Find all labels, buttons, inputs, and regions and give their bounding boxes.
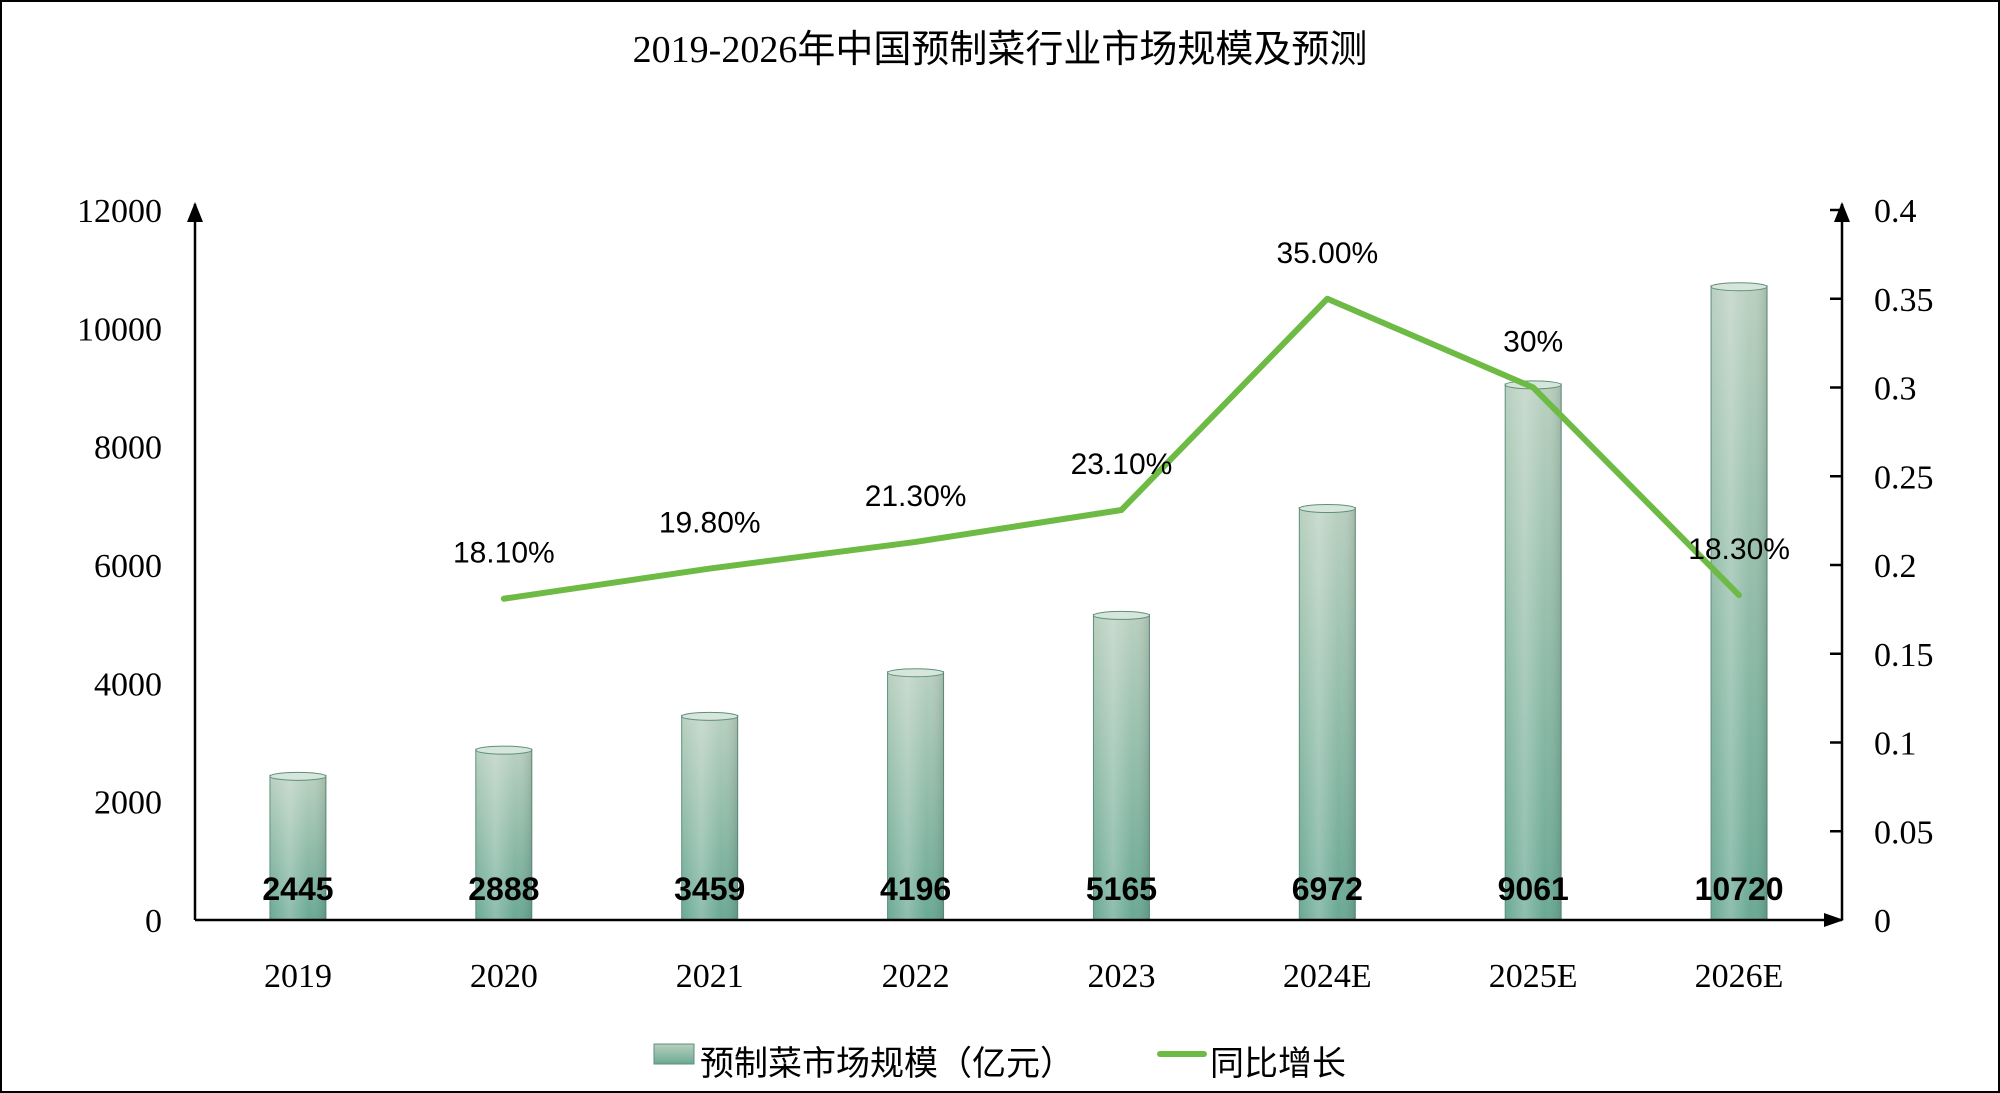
growth-line-layer — [500, 295, 1743, 602]
bar-data-label: 2445 — [262, 871, 333, 907]
right-tick-label: 0.2 — [1874, 548, 1917, 585]
right-tick-label: 0.05 — [1874, 814, 1934, 851]
bar-data-label: 5165 — [1086, 871, 1157, 907]
growth-point-2023 — [1119, 507, 1124, 512]
growth-point-2025E — [1531, 385, 1536, 390]
legend-bar-label: 预制菜市场规模（亿元） — [700, 1045, 1074, 1083]
bar-data-label: 4196 — [880, 871, 951, 907]
right-tick-label: 0.3 — [1874, 371, 1917, 408]
growth-data-label: 18.30% — [1688, 533, 1790, 566]
bar-cap-2023 — [1092, 610, 1150, 620]
legend-bar-swatch — [653, 1043, 695, 1065]
growth-data-label: 30% — [1503, 326, 1563, 359]
x-tick-label: 2025E — [1489, 958, 1578, 995]
x-tick-label: 2020 — [470, 958, 538, 995]
bar-data-label: 10720 — [1695, 871, 1784, 907]
bar-data-label: 6972 — [1292, 871, 1363, 907]
bar-data-label: 2888 — [468, 871, 539, 907]
bars-layer — [269, 282, 1768, 921]
bar-cap-2019 — [269, 771, 327, 781]
right-tick-label: 0.4 — [1874, 193, 1917, 230]
left-y-axis-arrow — [187, 202, 203, 222]
chart-title: 2019-2026年中国预制菜行业市场规模及预测 — [633, 29, 1368, 71]
right-tick-label: 0 — [1874, 903, 1891, 940]
bar-cap-2022 — [887, 668, 945, 678]
x-tick-label: 2024E — [1283, 958, 1372, 995]
right-y-axis-arrow — [1834, 202, 1850, 222]
bar-shine-2024E — [1299, 507, 1356, 920]
x-tick-label: 2021 — [676, 958, 744, 995]
growth-point-2026E — [1737, 593, 1742, 598]
left-tick-label: 0 — [145, 903, 162, 940]
growth-point-2024E — [1325, 296, 1330, 301]
bar-shine-2021 — [681, 715, 738, 920]
bar-data-label: 3459 — [674, 871, 745, 907]
axes-layer: 0 2000 4000 6000 8000 10000 12000 0 0.05 0.1 0.15 0… — [77, 193, 1934, 995]
right-tick-label: 0.25 — [1874, 459, 1934, 496]
growth-data-label: 18.10% — [453, 537, 555, 570]
x-tick-label: 2022 — [882, 958, 950, 995]
labels-layer: 18.10% 19.80% 21.30% 23.10% 35.00% 30% 18.30% 2… — [262, 237, 1790, 907]
legend: 预制菜市场规模（亿元） 同比增长 — [653, 1043, 1346, 1083]
growth-point-2021 — [707, 566, 712, 571]
left-tick-label: 12000 — [77, 193, 162, 230]
x-tick-label: 2026E — [1695, 958, 1784, 995]
growth-data-label: 19.80% — [659, 507, 761, 540]
bar-data-label: 9061 — [1498, 871, 1569, 907]
left-tick-label: 4000 — [94, 666, 162, 703]
right-tick-label: 0.35 — [1874, 282, 1934, 319]
bar-shine-2025E — [1505, 383, 1562, 920]
bar-shine-2022 — [887, 671, 944, 920]
left-tick-label: 2000 — [94, 785, 162, 822]
bar-shine-2026E — [1711, 285, 1768, 920]
left-tick-label: 6000 — [94, 548, 162, 585]
legend-line-label: 同比增长 — [1210, 1045, 1346, 1083]
growth-data-label: 35.00% — [1276, 237, 1378, 270]
bar-cap-2024E — [1298, 503, 1356, 513]
left-tick-label: 8000 — [94, 430, 162, 467]
right-tick-label: 0.1 — [1874, 726, 1917, 763]
growth-data-label: 23.10% — [1071, 448, 1173, 481]
x-tick-label: 2023 — [1087, 958, 1155, 995]
bar-cap-2021 — [681, 711, 739, 721]
growth-point-2020 — [501, 596, 506, 601]
right-tick-label: 0.15 — [1874, 637, 1934, 674]
growth-data-label: 21.30% — [865, 480, 967, 513]
growth-point-2022 — [913, 539, 918, 544]
bar-shine-2020 — [475, 749, 532, 920]
bar-shine-2023 — [1093, 614, 1150, 920]
bar-cap-2026E — [1710, 282, 1768, 292]
x-tick-label: 2019 — [264, 958, 332, 995]
left-tick-label: 10000 — [77, 311, 162, 348]
bar-shine-2019 — [269, 775, 326, 920]
bar-cap-2020 — [475, 745, 533, 755]
